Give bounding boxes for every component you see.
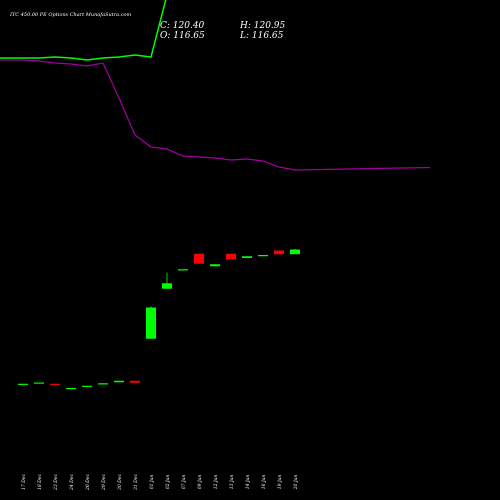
x-tick-label: 20 Jan bbox=[293, 475, 299, 491]
candle-body bbox=[130, 380, 140, 383]
x-tick-label: 23 Dec bbox=[53, 474, 59, 491]
candle-body bbox=[178, 269, 188, 271]
x-tick-label: 24 Dec bbox=[69, 474, 75, 491]
candle-body bbox=[34, 382, 44, 384]
x-tick-label: 18 Dec bbox=[37, 474, 43, 490]
x-tick-label: 13 Jan bbox=[229, 475, 235, 490]
chart-title: ITC 450.00 PE Options Chart MunafaSutra.… bbox=[9, 12, 132, 18]
high-readout: H: 120.95 bbox=[239, 21, 286, 31]
candle-body bbox=[226, 253, 236, 260]
x-tick-label: 12 Jan bbox=[213, 475, 219, 490]
x-tick-label: 31 Dec bbox=[133, 474, 139, 490]
x-tick-label: 02 Jan bbox=[165, 475, 171, 490]
x-tick-label: 16 Jan bbox=[261, 475, 267, 490]
open-readout: O: 116.65 bbox=[160, 31, 205, 41]
x-tick-label: 26 Dec bbox=[85, 474, 91, 491]
x-tick-label: 09 Jan bbox=[197, 475, 203, 490]
candle-body bbox=[194, 253, 204, 264]
x-tick-label: 07 Jan bbox=[181, 475, 187, 490]
candle-body bbox=[82, 385, 92, 387]
x-tick-label: 30 Dec bbox=[117, 474, 123, 490]
candles-group bbox=[18, 248, 300, 390]
candle-body bbox=[98, 383, 108, 385]
candle-body bbox=[258, 255, 268, 257]
purple-indicator-line bbox=[0, 59, 431, 171]
candle-body bbox=[50, 383, 60, 385]
candle-body bbox=[146, 307, 156, 339]
candle-body bbox=[114, 380, 124, 383]
candle-body bbox=[162, 283, 172, 289]
candle-body bbox=[210, 264, 220, 267]
x-axis-ticks: 17 Dec 18 Dec 23 Dec 24 Dec 26 Dec 29 Dec 30 D… bbox=[21, 474, 299, 491]
green-indicator-line bbox=[0, 0, 167, 61]
candle-body bbox=[66, 388, 76, 390]
candle-body bbox=[274, 250, 284, 255]
candle-body bbox=[242, 256, 252, 258]
x-tick-label: 29 Dec bbox=[101, 474, 107, 491]
candle-body bbox=[290, 249, 300, 255]
x-tick-label: 14 Jan bbox=[245, 475, 251, 490]
x-tick-label: 19 Jan bbox=[277, 475, 283, 490]
x-tick-label: 17 Dec bbox=[21, 474, 27, 490]
x-tick-label: 01 Jan bbox=[149, 475, 155, 490]
candle-body bbox=[18, 383, 28, 385]
close-readout: C: 120.40 bbox=[160, 21, 205, 31]
low-readout: L: 116.65 bbox=[239, 31, 284, 41]
